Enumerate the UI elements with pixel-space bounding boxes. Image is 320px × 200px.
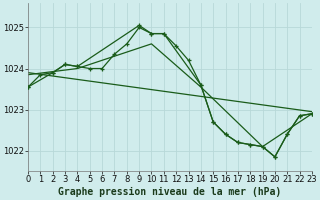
X-axis label: Graphe pression niveau de la mer (hPa): Graphe pression niveau de la mer (hPa) [58, 187, 282, 197]
